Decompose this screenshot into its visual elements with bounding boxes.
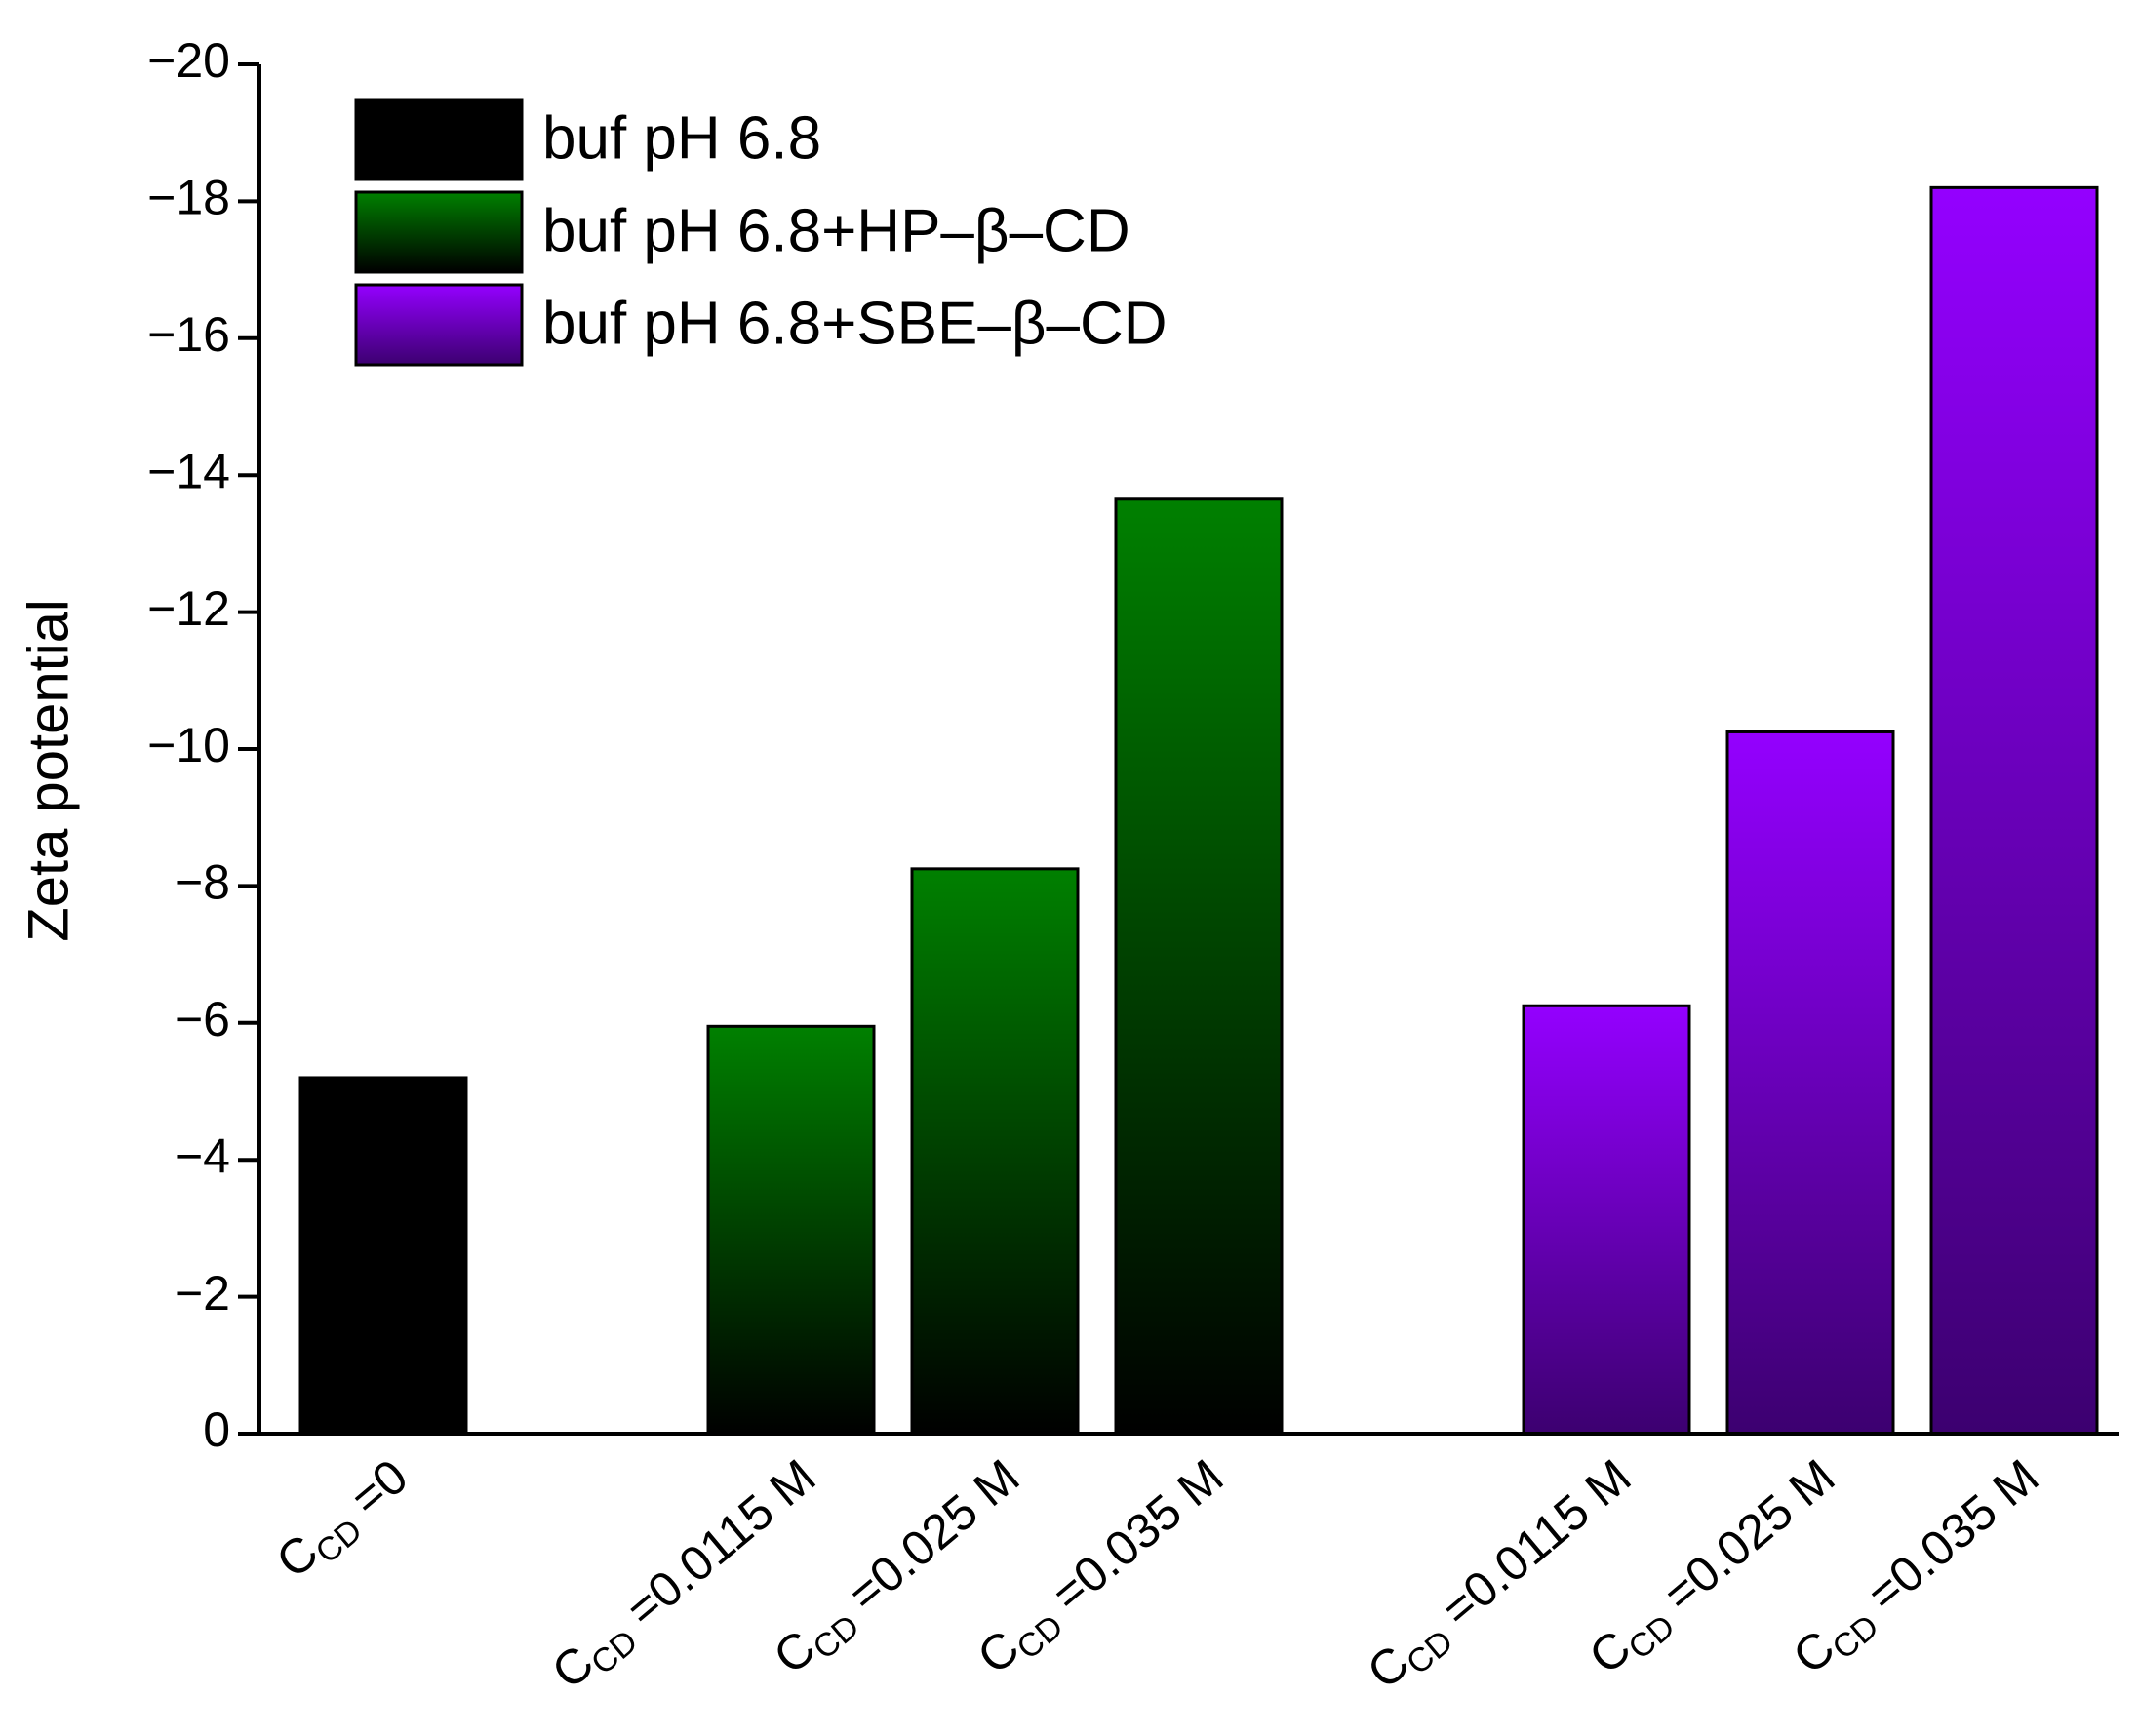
legend-swatch — [354, 190, 524, 274]
bar — [298, 1076, 468, 1436]
y-tick-label: −16 — [147, 307, 230, 362]
y-tick-label: −4 — [175, 1128, 230, 1183]
legend-swatch — [354, 98, 524, 181]
legend-swatch — [354, 283, 524, 367]
y-tick-label: −20 — [147, 33, 230, 88]
y-tick-label: −18 — [147, 171, 230, 225]
y-axis-label: Zeta potential — [17, 599, 80, 941]
legend-label: buf pH 6.8+HP–β–CD — [542, 197, 1130, 264]
y-tick-label: −8 — [175, 855, 230, 910]
y-tick-label: −2 — [175, 1266, 230, 1321]
y-tick-label: −10 — [147, 718, 230, 772]
bar — [1725, 730, 1895, 1436]
legend-label: buf pH 6.8+SBE–β–CD — [542, 290, 1168, 357]
legend-label: buf pH 6.8 — [542, 104, 821, 172]
x-tick-label: CCD =0 — [266, 1449, 422, 1594]
bar — [1522, 1004, 1691, 1436]
bar — [910, 867, 1080, 1436]
y-tick-label: 0 — [203, 1402, 230, 1457]
bar — [1114, 497, 1284, 1436]
y-tick-label: −6 — [175, 992, 230, 1046]
y-tick-label: −14 — [147, 444, 230, 498]
bar — [1929, 185, 2099, 1436]
y-tick-label: −12 — [147, 581, 230, 636]
bar — [706, 1024, 876, 1436]
